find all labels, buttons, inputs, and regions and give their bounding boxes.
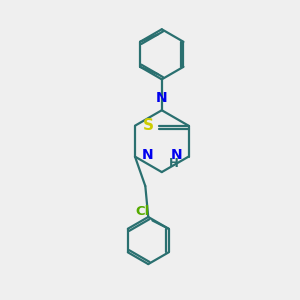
Text: N: N xyxy=(142,148,153,162)
Text: H: H xyxy=(169,157,179,169)
Text: N: N xyxy=(156,91,168,105)
Text: N: N xyxy=(170,148,182,162)
Text: S: S xyxy=(143,118,154,133)
Text: Cl: Cl xyxy=(135,205,149,218)
